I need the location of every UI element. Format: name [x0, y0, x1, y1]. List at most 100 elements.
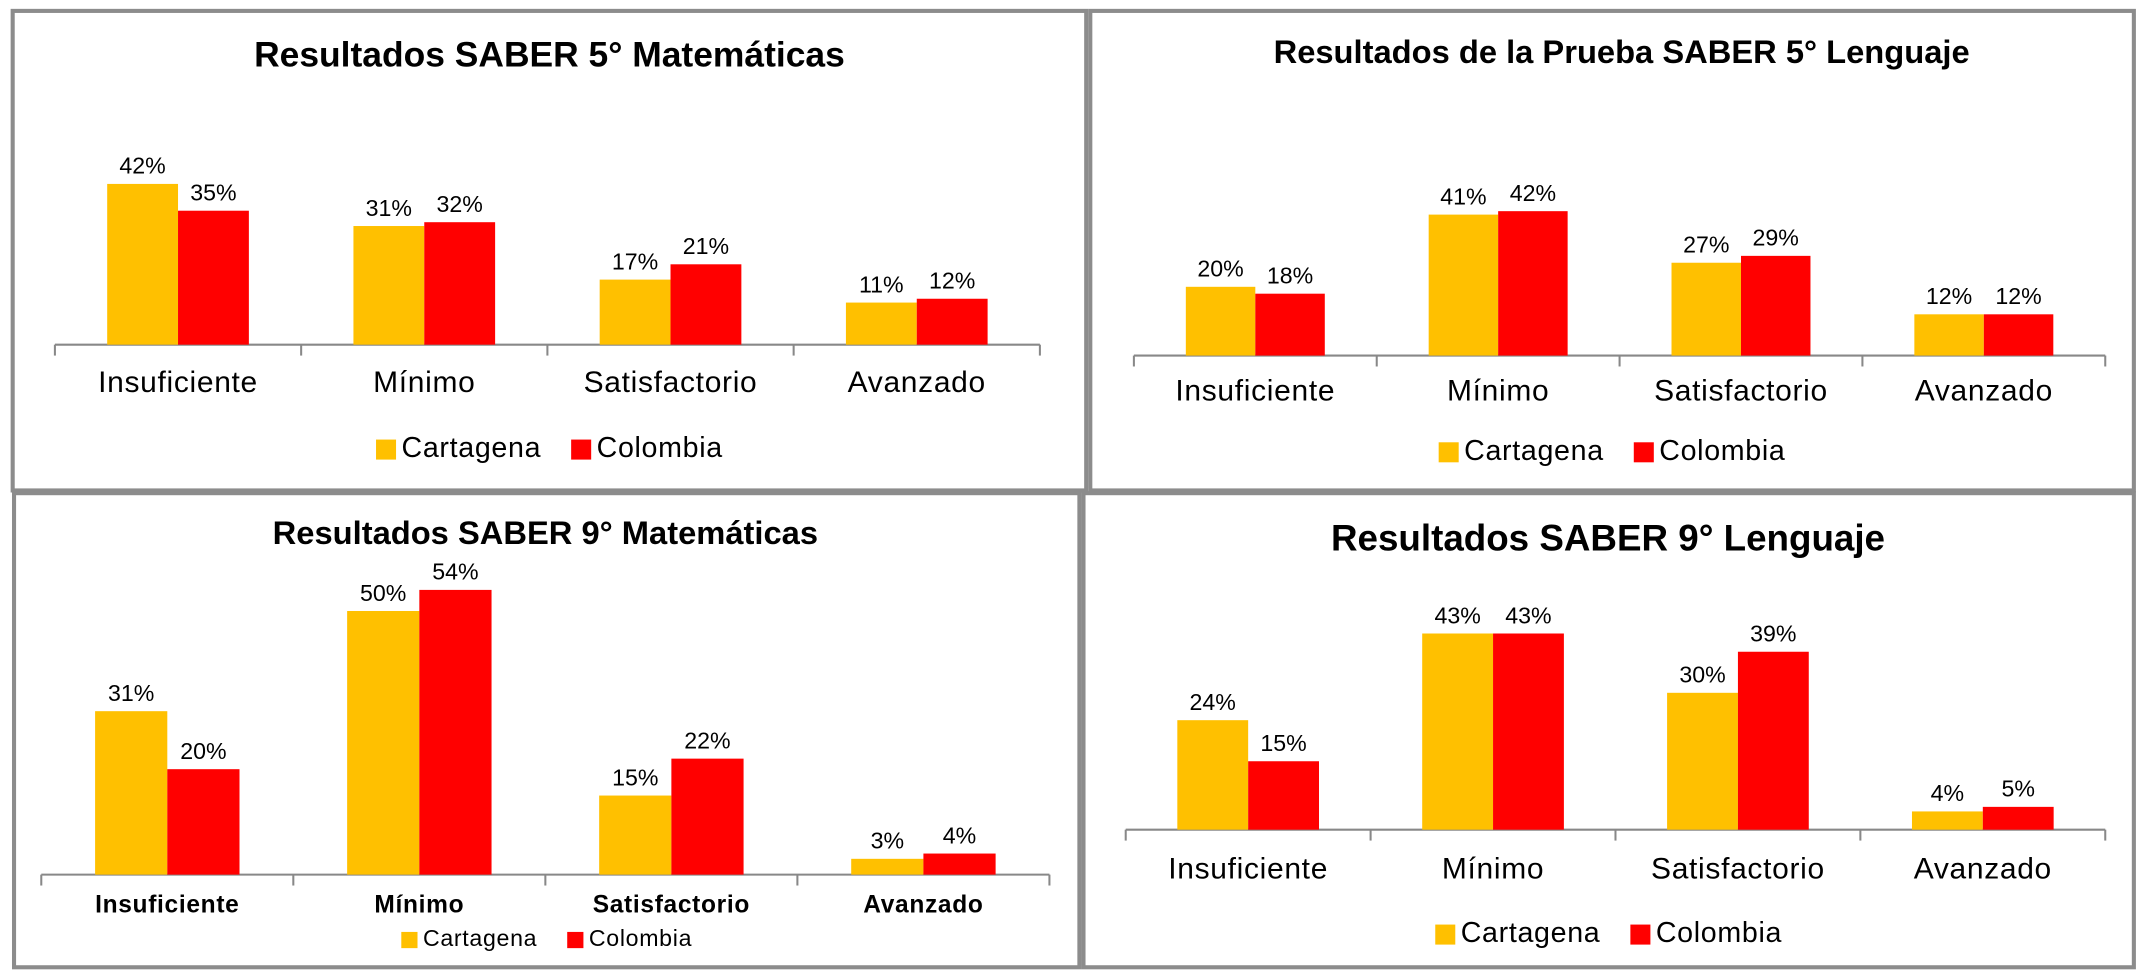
- data-label: 32%: [437, 191, 483, 217]
- legend-label: Cartagena: [1464, 435, 1604, 467]
- data-label: 41%: [1440, 183, 1486, 209]
- bar: [353, 226, 425, 345]
- bar: [1185, 286, 1256, 356]
- x-tick-label: Insuficiente: [1168, 852, 1328, 885]
- bar: [419, 589, 492, 875]
- x-tick-label: Insuficiente: [95, 891, 239, 918]
- bar: [916, 298, 988, 345]
- data-label: 27%: [1683, 232, 1729, 258]
- legend-label: Cartagena: [402, 432, 542, 464]
- data-label: 12%: [929, 268, 975, 294]
- bar: [1983, 314, 2054, 356]
- legend-swatch: [1633, 442, 1654, 463]
- legend-label: Cartagena: [423, 925, 537, 951]
- bar: [851, 858, 924, 875]
- data-label: 54%: [432, 559, 478, 585]
- x-tick-label: Avanzado: [1915, 374, 2053, 407]
- data-label: 12%: [1995, 283, 2041, 309]
- data-label: 21%: [683, 233, 729, 259]
- legend-swatch: [567, 931, 584, 949]
- data-label: 4%: [943, 822, 976, 848]
- legend: Cartagena Colombia: [1438, 435, 1785, 467]
- bar: [424, 222, 496, 345]
- x-tick-label: Avanzado: [863, 891, 983, 918]
- data-label: 3%: [871, 828, 904, 854]
- x-tick-label: Mínimo: [1442, 852, 1544, 885]
- bar: [671, 758, 744, 875]
- chart-title: Resultados SABER 5° Matemáticas: [254, 35, 845, 75]
- bar: [1498, 211, 1568, 356]
- chart-title: Resultados SABER 9° Lenguaje: [1331, 518, 1885, 559]
- data-label: 18%: [1267, 262, 1313, 288]
- panel-border: [1088, 8, 2136, 493]
- chart-panel: Resultados SABER 9° Lenguaje Insuficiente…: [1081, 491, 2136, 970]
- chart-panel: Resultados SABER 9° Matemáticas Insuficie…: [11, 491, 1082, 970]
- bar: [167, 769, 240, 875]
- bar: [1428, 214, 1499, 356]
- legend-swatch: [1435, 924, 1456, 945]
- bar: [1667, 692, 1738, 830]
- bar: [178, 210, 249, 345]
- x-tick-label: Satisfactorio: [584, 366, 758, 399]
- chart-title: Resultados SABER 9° Matemáticas: [273, 514, 818, 551]
- panel-border: [11, 491, 1082, 970]
- legend-label: Colombia: [1659, 435, 1785, 467]
- legend-swatch: [1438, 442, 1459, 463]
- legend-swatch: [571, 439, 592, 460]
- data-label: 31%: [366, 195, 412, 221]
- bar: [95, 711, 168, 875]
- legend-swatch: [1630, 924, 1651, 945]
- chart-panel: Resultados SABER 5° Matemáticas Insuficie…: [10, 8, 1089, 493]
- data-label: 15%: [1260, 730, 1306, 756]
- panel-border: [10, 8, 1089, 493]
- data-label: 50%: [360, 580, 406, 606]
- data-label: 15%: [612, 764, 658, 790]
- panel-border: [1081, 491, 2136, 970]
- x-tick-label: Avanzado: [1914, 852, 2052, 885]
- x-tick-label: Satisfactorio: [1654, 374, 1828, 407]
- bar: [1248, 761, 1320, 830]
- legend-label: Colombia: [1656, 917, 1782, 949]
- legend-swatch: [401, 931, 418, 949]
- legend: Cartagena Colombia: [376, 432, 723, 464]
- bar: [1422, 633, 1494, 830]
- x-tick-label: Insuficiente: [1175, 374, 1335, 407]
- data-label: 20%: [180, 738, 226, 764]
- bar: [1740, 255, 1811, 356]
- data-label: 39%: [1750, 621, 1796, 647]
- legend-label: Colombia: [597, 432, 723, 464]
- data-label: 42%: [119, 153, 165, 179]
- legend: Cartagena Colombia: [1435, 917, 1782, 949]
- bar: [599, 279, 671, 345]
- bar: [923, 853, 996, 875]
- bar: [845, 302, 917, 345]
- x-tick-label: Mínimo: [1447, 374, 1549, 407]
- data-label: 4%: [1931, 780, 1964, 806]
- data-label: 20%: [1197, 256, 1243, 282]
- bar: [1911, 811, 1983, 830]
- data-label: 22%: [684, 727, 730, 753]
- chart-title: Resultados de la Prueba SABER 5° Lenguaj…: [1274, 33, 1970, 70]
- bar: [1255, 293, 1325, 356]
- bar: [107, 183, 179, 345]
- bar: [1737, 651, 1809, 830]
- bar: [670, 264, 742, 345]
- data-label: 11%: [859, 271, 904, 297]
- x-tick-label: Insuficiente: [98, 366, 258, 399]
- data-label: 30%: [1679, 662, 1725, 688]
- data-label: 31%: [108, 680, 154, 706]
- data-label: 43%: [1434, 602, 1480, 628]
- chart-panel: Resultados de la Prueba SABER 5° Lenguaj…: [1088, 8, 2136, 493]
- data-label: 5%: [2002, 776, 2035, 802]
- legend-swatch: [376, 439, 397, 460]
- data-label: 17%: [612, 248, 658, 274]
- data-label: 35%: [190, 179, 236, 205]
- bar: [1671, 262, 1741, 356]
- x-tick-label: Avanzado: [848, 366, 986, 399]
- legend-label: Cartagena: [1461, 917, 1601, 949]
- legend: Cartagena Colombia: [401, 925, 691, 951]
- data-label: 24%: [1190, 689, 1236, 715]
- bar: [1177, 720, 1249, 830]
- data-label: 42%: [1510, 180, 1556, 206]
